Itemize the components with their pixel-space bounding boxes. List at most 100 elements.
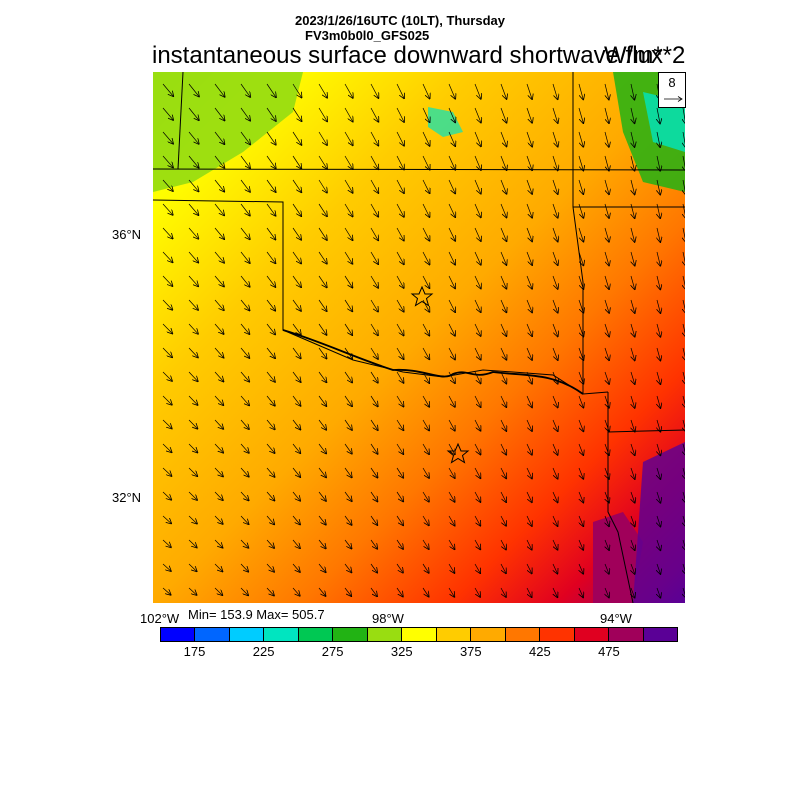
- wind-arrow: [500, 563, 506, 573]
- colorbar-swatch-9: [471, 628, 506, 641]
- wind-arrow: [344, 347, 352, 359]
- wind-arrow: [370, 299, 378, 312]
- wind-arrow: [422, 251, 430, 264]
- wind-arrow: [578, 323, 583, 336]
- wind-arrow: [214, 299, 224, 310]
- map-title: instantaneous surface downward shortwave…: [152, 42, 663, 69]
- wind-arrow: [370, 563, 377, 573]
- wind-arrow: [240, 275, 250, 287]
- wind-arrow: [683, 107, 685, 123]
- wind-arrow: [683, 275, 685, 289]
- wind-arrow: [318, 83, 327, 98]
- wind-arrow: [578, 83, 583, 99]
- wind-arrow: [370, 179, 378, 193]
- wind-arrow: [657, 299, 660, 313]
- wind-arrow: [422, 395, 429, 407]
- wind-arrow: [526, 395, 532, 407]
- wind-arrow: [162, 131, 173, 144]
- wind-arrow: [162, 371, 172, 381]
- map-canvas: [153, 72, 685, 603]
- wind-arrow: [500, 131, 507, 146]
- wind-arrow: [188, 275, 198, 286]
- wind-arrow: [657, 419, 660, 432]
- wind-arrow: [605, 491, 609, 503]
- wind-arrow: [188, 131, 199, 144]
- wind-arrow: [344, 107, 353, 122]
- wind-arrow: [552, 251, 558, 265]
- colorbar: [160, 627, 678, 642]
- wind-arrow: [370, 539, 377, 549]
- wind-arrow: [240, 587, 248, 595]
- colorbar-swatch-7: [402, 628, 437, 641]
- wind-arrow: [318, 347, 327, 359]
- wind-arrow: [683, 395, 685, 408]
- wind-arrow: [318, 587, 326, 596]
- wind-arrow: [396, 371, 404, 383]
- wind-arrow: [683, 563, 685, 574]
- wind-arrow: [474, 419, 481, 431]
- wind-arrow: [240, 539, 248, 548]
- wind-arrow: [240, 299, 250, 310]
- wind-arrow: [605, 371, 609, 384]
- wind-arrow: [214, 155, 224, 168]
- wind-arrow: [448, 443, 455, 454]
- wind-arrow: [500, 299, 506, 312]
- wind-arrow: [214, 275, 224, 286]
- wind-arrow: [344, 587, 351, 596]
- wind-arrow: [318, 251, 327, 264]
- wind-arrow: [214, 83, 225, 97]
- colorbar-swatch-14: [643, 628, 678, 641]
- wind-arrow: [526, 83, 532, 99]
- wind-arrow: [552, 491, 558, 502]
- wind-arrow: [552, 443, 558, 455]
- wind-arrow: [500, 83, 507, 99]
- wind-arrow: [266, 587, 274, 596]
- wind-arrow: [683, 371, 685, 384]
- wind-arrow: [344, 323, 352, 335]
- wind-arrow: [578, 203, 583, 218]
- star-marker-dallas: [446, 442, 470, 464]
- wind-arrow: [683, 515, 685, 527]
- wind-arrow: [188, 83, 199, 96]
- wind-arrow: [396, 227, 404, 241]
- wind-arrow: [605, 467, 609, 479]
- wind-arrow: [474, 587, 480, 597]
- colorbar-swatch-12: [574, 628, 610, 641]
- wind-arrow: [318, 539, 326, 548]
- wind-arrow: [162, 155, 173, 167]
- wind-arrow: [474, 467, 480, 478]
- wind-arrow: [578, 131, 583, 147]
- colorbar-swatch-2: [229, 628, 265, 641]
- wind-arrow: [605, 587, 609, 597]
- low-flux-region-northwest: [153, 72, 303, 192]
- wind-arrow: [162, 467, 171, 476]
- wind-arrow: [631, 131, 635, 147]
- wind-arrow: [474, 443, 481, 454]
- wind-arrow: [318, 299, 327, 311]
- wind-arrow: [422, 587, 429, 597]
- wind-arrow: [370, 251, 378, 264]
- wind-arrow: [552, 467, 558, 479]
- wind-arrow: [240, 155, 250, 168]
- wind-arrow: [344, 83, 353, 98]
- wind-arrow: [266, 467, 275, 477]
- wind-arrow: [631, 563, 635, 574]
- wind-arrow: [344, 275, 352, 288]
- wind-arrow: [318, 395, 326, 406]
- wind-arrow: [631, 443, 635, 455]
- wind-arrow: [292, 83, 302, 97]
- wind-arrow: [448, 323, 455, 336]
- wind-arrow: [657, 155, 660, 171]
- wind-arrow: [318, 467, 326, 477]
- wind-arrow: [188, 395, 198, 405]
- wind-arrow: [370, 83, 378, 98]
- wind-arrow: [214, 587, 222, 595]
- wind-arrow: [344, 419, 352, 430]
- wind-arrow: [448, 563, 454, 573]
- wind-arrow: [162, 563, 171, 571]
- wind-arrow: [604, 179, 609, 194]
- wind-arrow: [683, 347, 685, 361]
- wind-arrow: [344, 371, 352, 382]
- wind-arrow: [553, 587, 557, 597]
- wind-arrow: [631, 323, 635, 337]
